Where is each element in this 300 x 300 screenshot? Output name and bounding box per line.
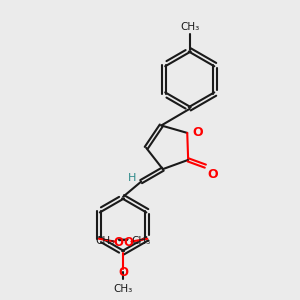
Text: O: O <box>123 236 133 249</box>
Text: CH₃: CH₃ <box>180 22 200 32</box>
Text: O: O <box>113 236 123 249</box>
Text: CH₃: CH₃ <box>113 284 133 294</box>
Text: O: O <box>118 266 128 279</box>
Text: H: H <box>128 173 136 183</box>
Text: O: O <box>192 126 203 140</box>
Text: CH₃: CH₃ <box>96 236 115 246</box>
Text: CH₃: CH₃ <box>131 236 151 246</box>
Text: O: O <box>208 168 218 181</box>
